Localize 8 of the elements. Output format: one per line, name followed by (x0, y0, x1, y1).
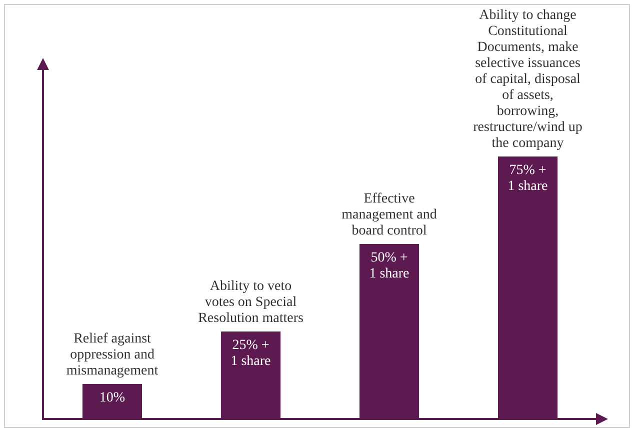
text: Ability to change Constitutional Documents, make selective issuances of capital, disposal of assets, borrowing, restructure/wind up the company (473, 8, 582, 152)
data-label: 10% (99, 390, 126, 406)
data-label: 25% + 1 share (230, 338, 271, 370)
data-label: 75% + 1 share (508, 163, 548, 194)
annotation: Relief against oppression and mismanagement (66, 332, 158, 379)
annotation: Ability to veto votes on Special Resolution matters (198, 279, 304, 326)
annotation: Effective management and board control (342, 192, 437, 239)
data-label: 50% + 1 share (369, 250, 410, 282)
